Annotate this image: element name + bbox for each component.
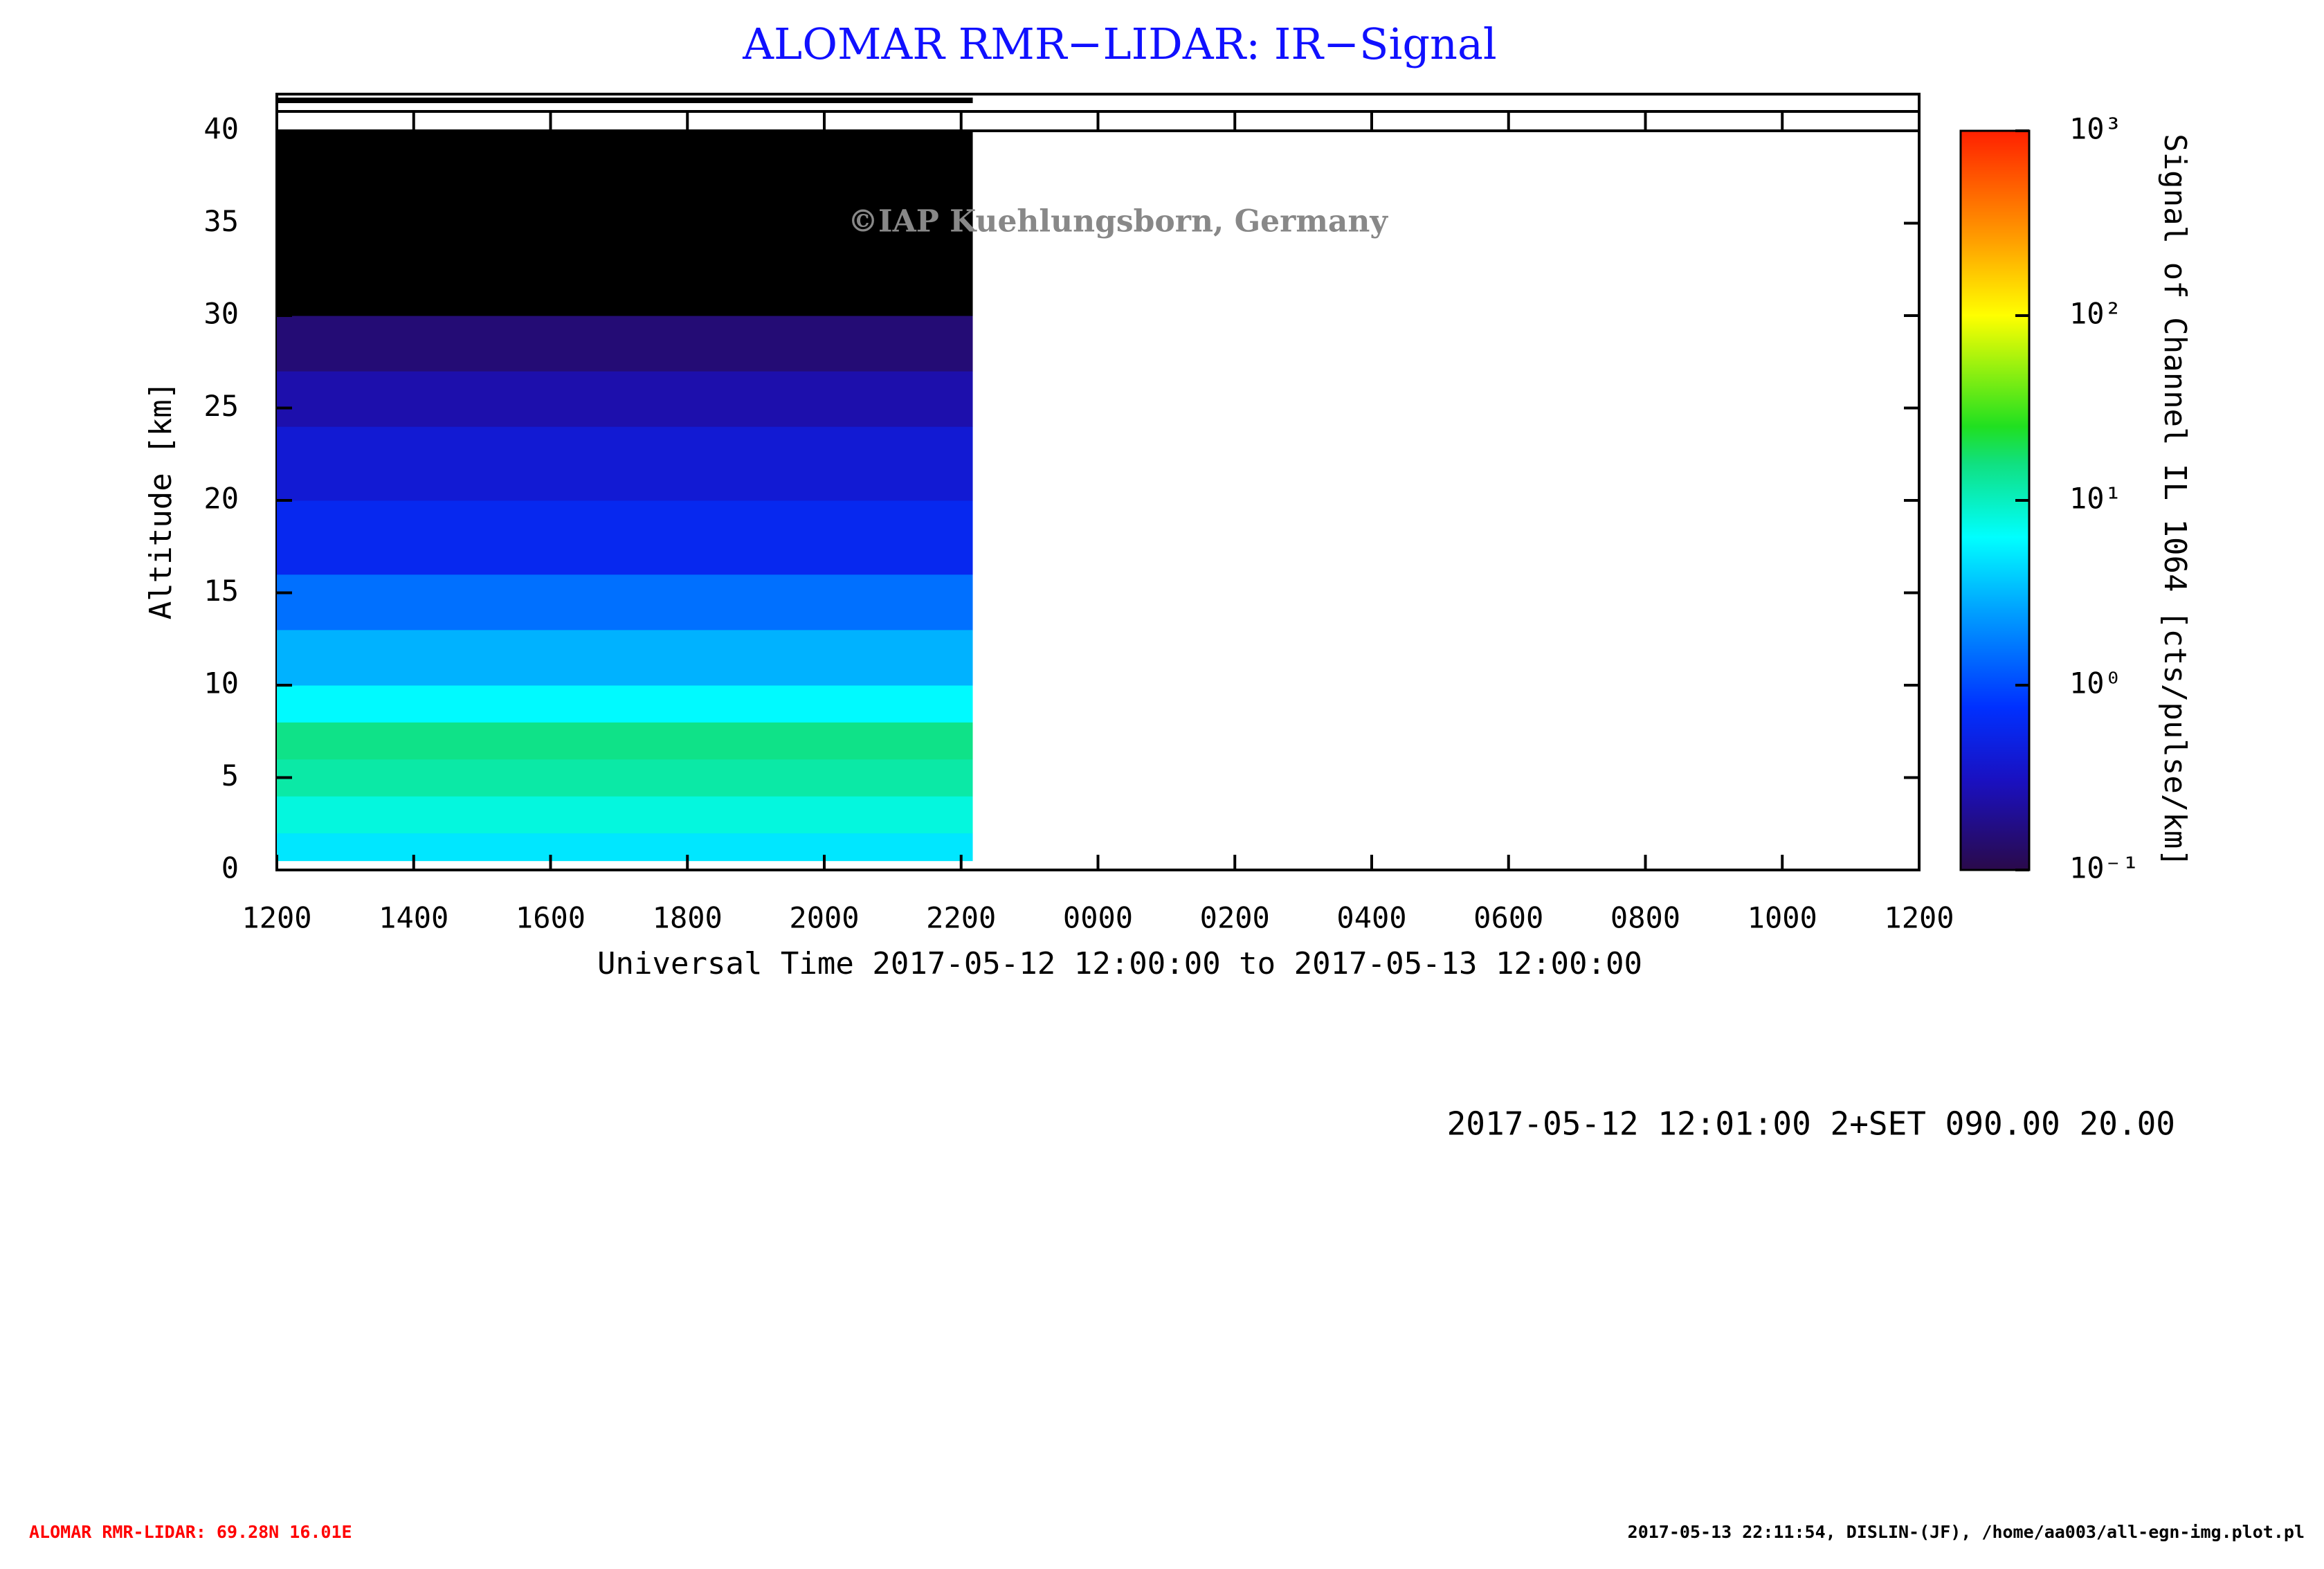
x-tick-label: 1200 xyxy=(242,901,311,935)
info-text: 2017-05-12 12:01:00 2+SET 090.00 20.00 xyxy=(1447,1105,2175,1143)
x-tick-label: 0400 xyxy=(1336,901,1406,935)
heat-cell xyxy=(277,131,973,316)
y-tick-label: 5 xyxy=(221,759,239,792)
footer-left: ALOMAR RMR-LIDAR: 69.28N 16.01E xyxy=(29,1522,352,1542)
heat-cell xyxy=(277,371,973,427)
x-tick-label: 1400 xyxy=(379,901,448,935)
colorbar-tick-label: 10⁻¹ xyxy=(2069,851,2139,885)
colorbar-label: Signal of Channel IL 1064 [cts/pulse/km] xyxy=(2157,134,2193,867)
x-tick-label: 0800 xyxy=(1610,901,1680,935)
x-axis-label: Universal Time 2017-05-12 12:00:00 to 20… xyxy=(597,946,1642,981)
x-tick-label: 1200 xyxy=(1884,901,1954,935)
y-axis-label: Altitude [km] xyxy=(143,381,179,619)
heat-cell xyxy=(277,796,973,834)
colorbar-tick-label: 10¹ xyxy=(2069,482,2122,516)
colorbar-tick-label: 10² xyxy=(2069,297,2122,331)
y-tick-label: 0 xyxy=(221,851,239,885)
heat-cell xyxy=(277,500,973,575)
y-tick-label: 30 xyxy=(203,297,239,331)
x-tick-label: 0200 xyxy=(1200,901,1270,935)
y-tick-label: 25 xyxy=(203,389,239,423)
colorbar-tick-label: 10⁰ xyxy=(2069,666,2122,700)
chart-title: ALOMAR RMR−LIDAR: IR−Signal xyxy=(742,19,1496,69)
y-tick-label: 10 xyxy=(203,666,239,700)
heat-cell xyxy=(277,833,973,862)
heat-cell xyxy=(277,574,973,631)
y-tick-label: 15 xyxy=(203,574,239,608)
heat-cell xyxy=(277,722,973,760)
x-tick-label: 2000 xyxy=(789,901,859,935)
x-tick-label: 0600 xyxy=(1473,901,1543,935)
x-tick-label: 1800 xyxy=(653,901,723,935)
colorbar-tick-label: 10³ xyxy=(2069,112,2122,146)
x-tick-label: 2200 xyxy=(926,901,996,935)
heat-cell xyxy=(277,316,973,372)
x-tick-label: 0000 xyxy=(1063,901,1133,935)
watermark: ©IAP Kuehlungsborn, Germany xyxy=(848,204,1388,239)
heat-cell xyxy=(277,685,973,723)
x-tick-label: 1000 xyxy=(1747,901,1817,935)
heat-cell xyxy=(277,426,973,501)
y-tick-label: 35 xyxy=(203,204,239,238)
x-tick-label: 1600 xyxy=(516,901,585,935)
footer-right: 2017-05-13 22:11:54, DISLIN-(JF), /home/… xyxy=(1628,1522,2305,1542)
heat-cell xyxy=(277,629,973,686)
data-coverage-bar xyxy=(277,98,973,103)
y-tick-label: 40 xyxy=(203,112,239,146)
y-tick-label: 20 xyxy=(203,482,239,516)
heat-cell xyxy=(277,759,973,797)
